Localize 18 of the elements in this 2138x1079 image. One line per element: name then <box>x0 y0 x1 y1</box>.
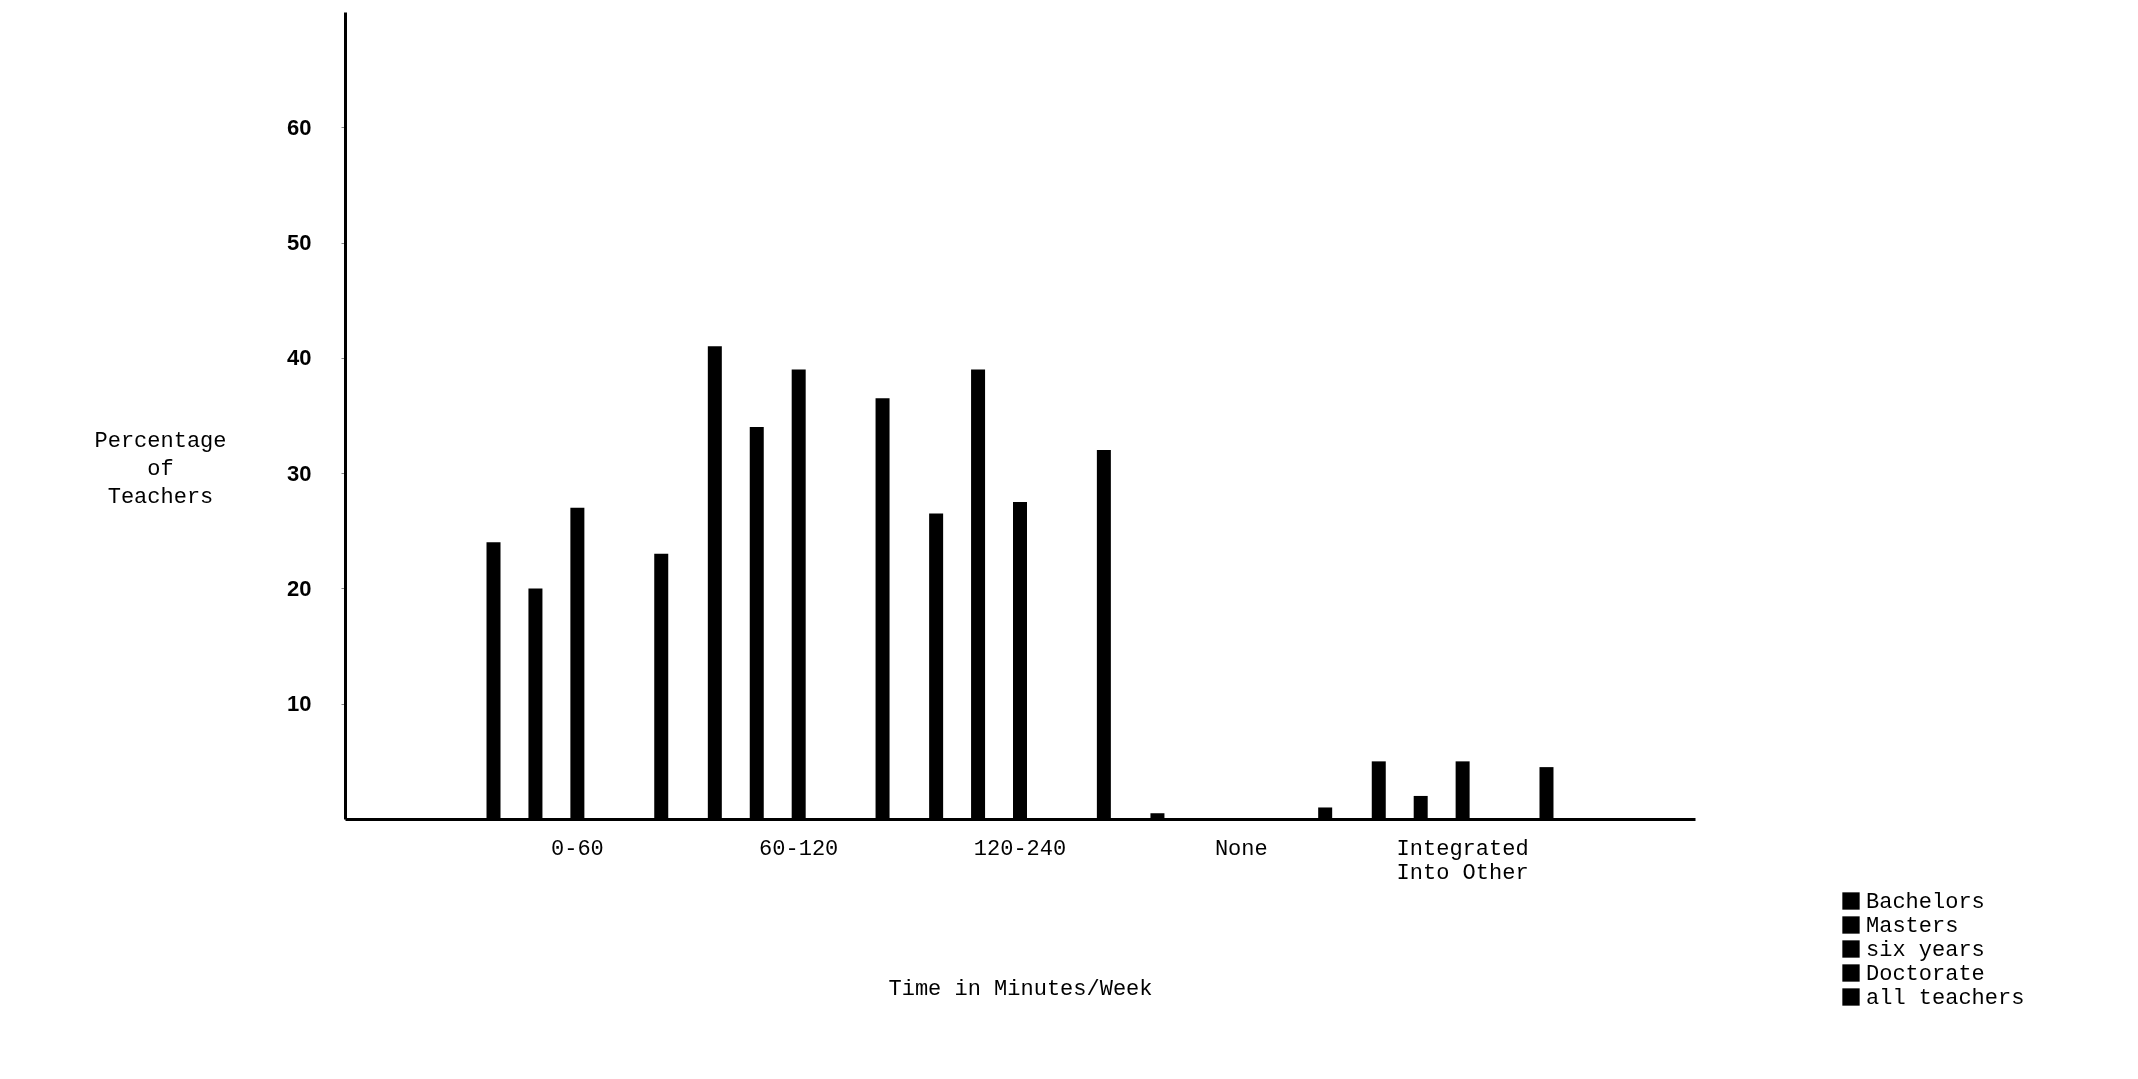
legend-label: Doctorate <box>1866 962 1985 987</box>
x-tick-label: None <box>1214 836 1268 862</box>
y-tick-label: 50 <box>287 230 312 256</box>
x-tick-label: Integrated Into Other <box>1396 836 1529 886</box>
y-tick-label: 40 <box>287 345 312 371</box>
legend-label: Bachelors <box>1866 890 1985 915</box>
y-tick-label: 60 <box>287 114 312 140</box>
x-axis-title: Time in Minutes/Week <box>888 976 1153 1002</box>
y-tick-label: 20 <box>287 575 312 601</box>
legend-label: six years <box>1866 938 1985 963</box>
legend-label: Masters <box>1866 914 1959 939</box>
x-tick-label: 120-240 <box>973 836 1067 862</box>
y-tick-label: 10 <box>287 691 312 717</box>
y-axis-title: Percentage of Teachers <box>94 429 227 511</box>
x-tick-label: 60-120 <box>759 836 839 862</box>
legend-label: all teachers <box>1866 986 2025 1011</box>
x-tick-label: 0-60 <box>550 836 604 862</box>
y-tick-label: 30 <box>287 460 312 486</box>
